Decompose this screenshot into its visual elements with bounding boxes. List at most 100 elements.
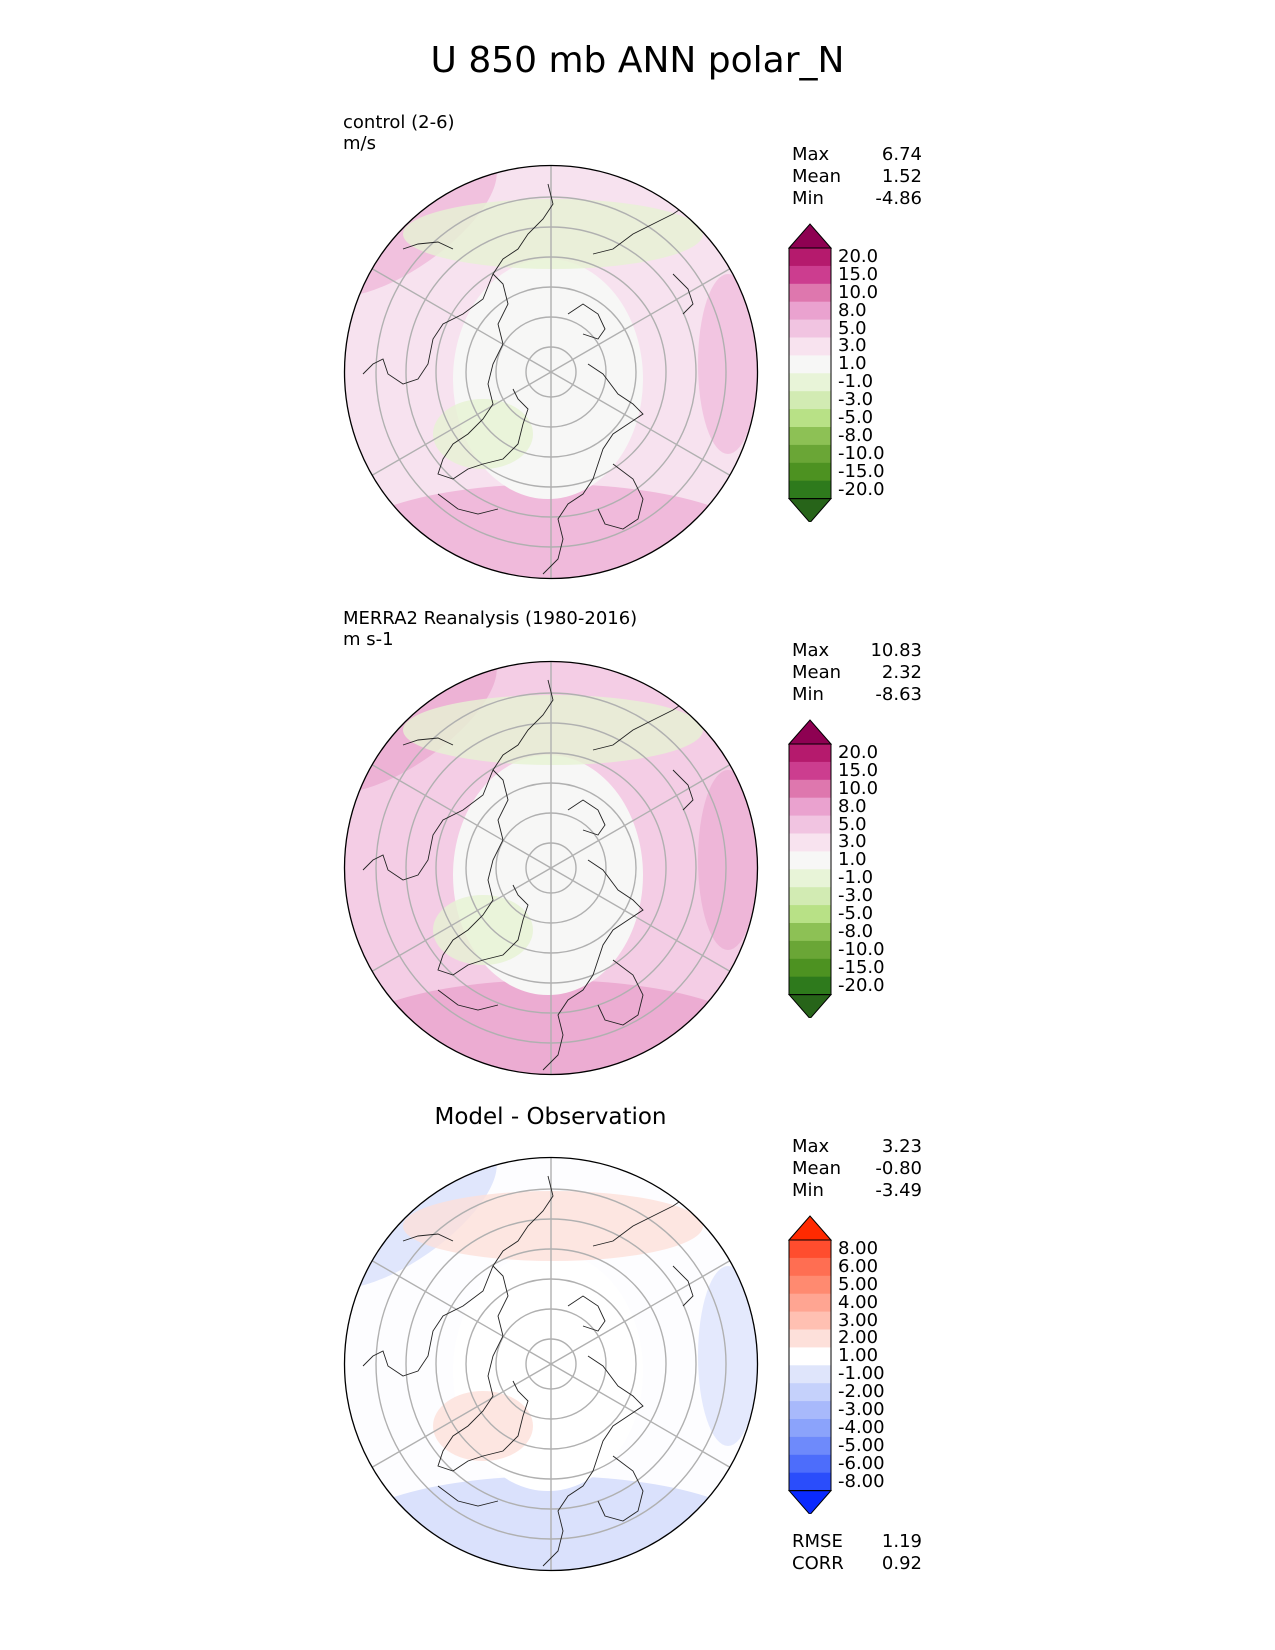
colorbar-segment — [789, 301, 831, 321]
colorbar-tick-label: 3.0 — [838, 831, 867, 853]
colorbar-bottom-extension — [787, 1490, 833, 1514]
map-field — [344, 661, 758, 1075]
coastline — [437, 1265, 529, 1472]
colorbar-tick-label: 6.00 — [838, 1255, 879, 1277]
map-boundary — [343, 660, 759, 1076]
colorbar-tick-label: -1.0 — [838, 371, 874, 393]
colorbar-tick-label: -3.0 — [838, 885, 874, 907]
coastline — [437, 1485, 499, 1507]
stat-mean: 1.52 — [881, 166, 922, 187]
coastline — [542, 859, 644, 1071]
meridian-line — [550, 1363, 731, 1469]
coastline — [362, 183, 554, 385]
meridian-line — [371, 371, 552, 477]
colorbar-segment — [789, 444, 831, 464]
colorbar-labels: 20.0 15.0 10.0 8.0 5.0 3.0 1.0 -1.0 -3.0 -5.0 -8.0… — [838, 248, 885, 498]
colorbar-tick-label: -20.0 — [838, 974, 885, 996]
panel-units: m/s — [343, 133, 376, 154]
coastline — [542, 1355, 644, 1567]
stat-mean-label: Mean — [792, 662, 842, 683]
colorbar-segment — [789, 851, 831, 870]
fit-stats: RMSE 1.19 CORR 0.92 — [792, 1531, 922, 1575]
colorbar-tick-label: 8.00 — [838, 1238, 879, 1259]
panel-title: Model - Observation — [434, 1104, 667, 1130]
colorbar-segment — [789, 248, 831, 267]
colorbar-segment — [789, 462, 831, 482]
colorbar-tick-label: -20.0 — [838, 478, 885, 500]
meridian-line — [550, 267, 731, 373]
meridian-line — [550, 867, 731, 973]
panel-control: control (2-6) m/s Max 6.74 Mean 1.52 Min -4… — [0, 112, 1275, 592]
polar-map — [343, 660, 759, 1076]
coastline — [672, 769, 694, 811]
colorbar-top-extension — [787, 223, 833, 249]
colorbar-segment — [789, 1436, 831, 1456]
meridian-line — [371, 267, 552, 373]
colorbar-segment — [789, 391, 831, 410]
colorbar-tick-label: 1.00 — [838, 1345, 879, 1367]
map-field — [344, 165, 758, 579]
colorbar-segment — [789, 427, 831, 446]
colorbar-outline — [788, 1239, 832, 1492]
panel-merra2: MERRA2 Reanalysis (1980-2016) m s-1 Max 1… — [0, 608, 1275, 1088]
colorbar-segment — [789, 1454, 831, 1474]
coastline — [597, 1455, 644, 1522]
field-patch-greenland — [433, 399, 533, 469]
meridian-line — [550, 763, 731, 869]
colorbar-segment — [789, 337, 831, 356]
colorbar-top-extension — [787, 1215, 833, 1241]
corr-value: 0.92 — [881, 1553, 922, 1574]
stat-max-label: Max — [792, 640, 830, 661]
colorbar-tick-label: 5.0 — [838, 317, 867, 339]
colorbar-tick-label: 1.0 — [838, 353, 867, 375]
meridian-line — [371, 1259, 552, 1365]
colorbar-tick-label: 5.0 — [838, 813, 867, 835]
stat-min-label: Min — [792, 188, 824, 209]
colorbar-bottom-extension — [787, 994, 833, 1018]
coastline — [567, 303, 606, 340]
colorbar-labels: 20.0 15.0 10.0 8.0 5.0 3.0 1.0 -1.0 -3.0 -5.0 -8.0… — [838, 744, 885, 994]
panel-difference: Model - Observation Max 3.23 Mean -0.80 Mi… — [0, 1104, 1275, 1604]
stat-max: 6.74 — [881, 144, 922, 165]
colorbar-tick-label: -5.0 — [838, 903, 874, 925]
panel-title: control (2-6) — [343, 112, 455, 133]
colorbar-tick-label: -4.00 — [838, 1416, 885, 1438]
colorbar-segment — [789, 480, 831, 500]
map-boundary — [343, 164, 759, 580]
colorbar-segment — [789, 1472, 831, 1492]
colorbar-labels: 8.00 6.00 5.00 4.00 3.00 2.00 1.00 -1.00 -2.00 -3… — [838, 1240, 885, 1490]
colorbar-tick-label: 20.0 — [838, 246, 879, 267]
colorbar-segment — [789, 869, 831, 888]
coastline — [437, 769, 529, 976]
colorbar-segment — [789, 1383, 831, 1402]
colorbar-tick-label: 8.0 — [838, 795, 867, 817]
coastline — [597, 959, 644, 1026]
colorbar-segment — [789, 1240, 831, 1259]
colorbar-segment — [789, 1401, 831, 1420]
stat-min: -3.49 — [875, 1180, 922, 1201]
meridian-line — [550, 1259, 731, 1365]
coastline — [597, 463, 644, 530]
colorbar-segment — [789, 744, 831, 763]
colorbar-tick-label: -5.0 — [838, 407, 874, 429]
coastline — [362, 679, 554, 881]
stat-mean-label: Mean — [792, 166, 842, 187]
colorbar-tick-label: -2.00 — [838, 1381, 885, 1403]
panel-units: m s-1 — [343, 629, 394, 650]
colorbar-tick-label: 5.00 — [838, 1273, 879, 1295]
colorbar-segment — [789, 1275, 831, 1295]
stat-min: -8.63 — [875, 684, 922, 705]
colorbar-segment — [789, 1419, 831, 1438]
colorbar-segment — [789, 1329, 831, 1348]
colorbar-segment — [789, 1365, 831, 1384]
colorbar-segment — [789, 319, 831, 338]
coastline — [402, 737, 454, 746]
colorbar-outline — [788, 743, 832, 996]
coastline — [437, 493, 499, 515]
map-boundary — [343, 1156, 759, 1572]
colorbar-tick-label: -15.0 — [838, 956, 885, 978]
colorbar-segment — [789, 976, 831, 996]
coastline — [542, 363, 644, 575]
coastline — [437, 273, 529, 480]
colorbar-tick-label: -10.0 — [838, 442, 885, 464]
